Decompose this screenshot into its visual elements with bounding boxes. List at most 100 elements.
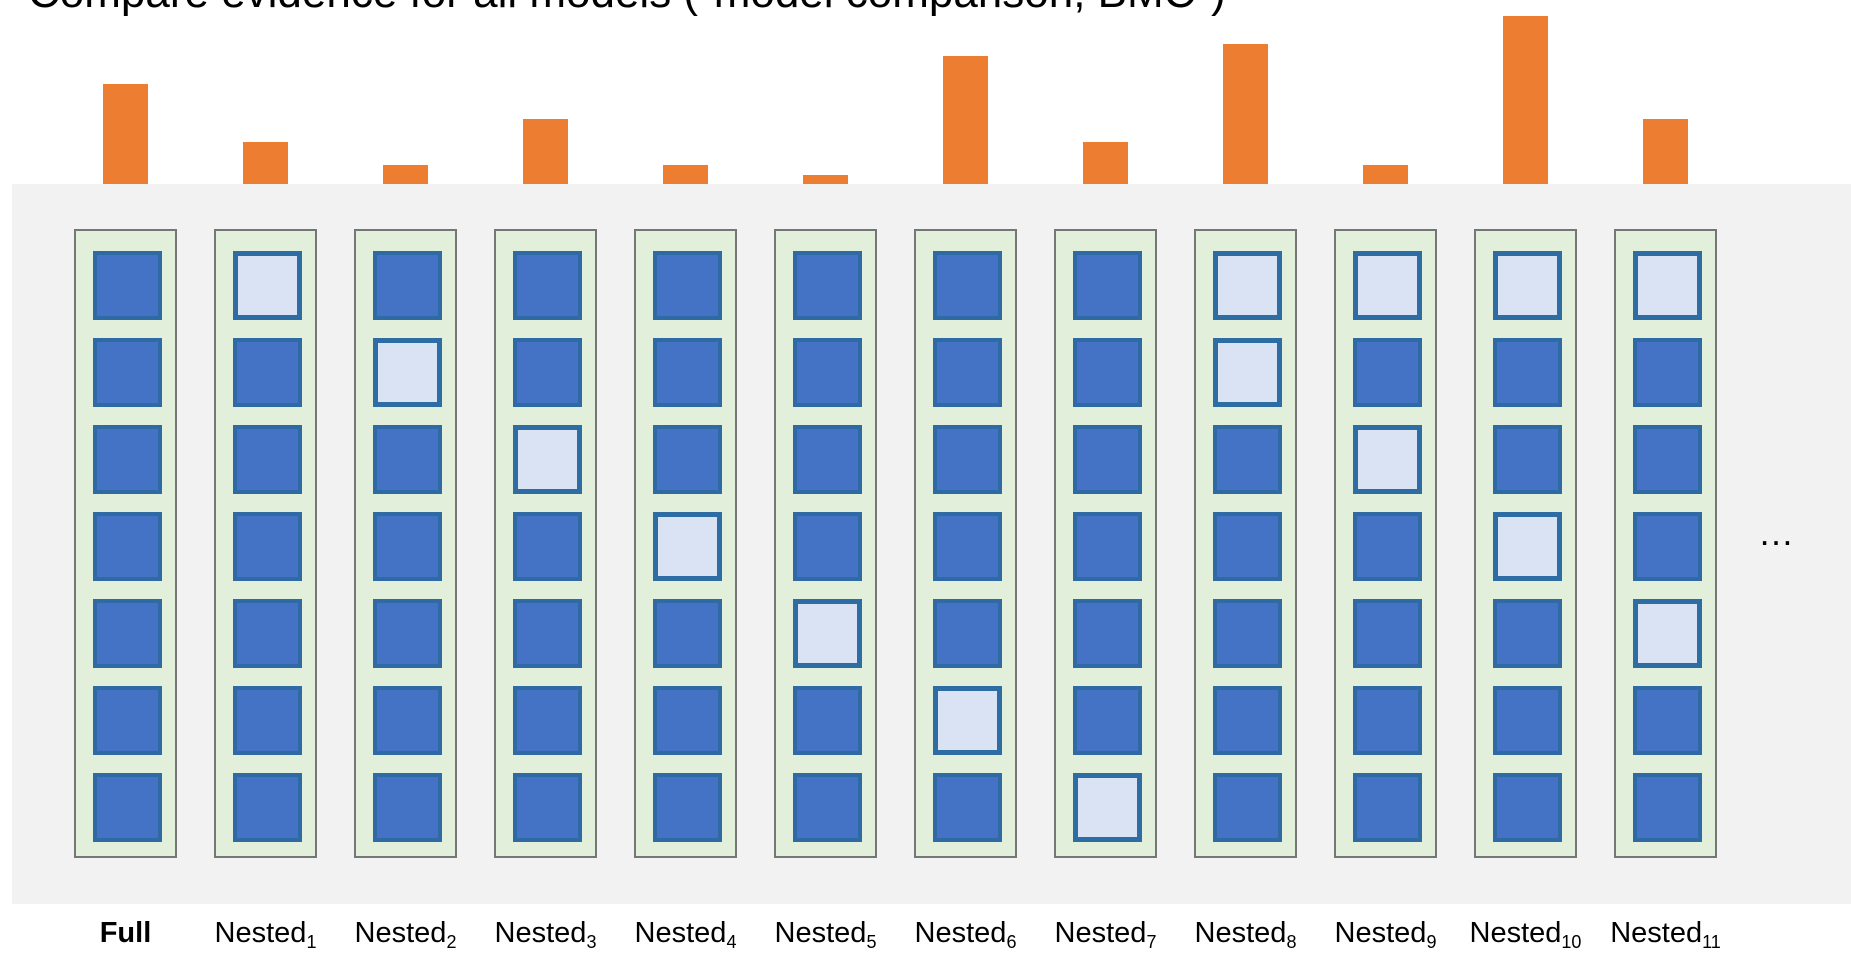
parameter-cell-included bbox=[1633, 425, 1702, 494]
model-label-subscript: 1 bbox=[306, 932, 317, 952]
evidence-bar bbox=[523, 119, 568, 184]
model-label-name: Nested bbox=[1054, 917, 1147, 949]
parameter-cell-included bbox=[373, 599, 442, 668]
parameter-cell-excluded bbox=[933, 686, 1002, 755]
parameter-cell-included bbox=[933, 512, 1002, 581]
model-label-name: Nested bbox=[634, 917, 727, 949]
evidence-bar bbox=[663, 164, 708, 184]
parameter-cell-included bbox=[93, 251, 162, 320]
parameter-cell-included bbox=[513, 338, 582, 407]
parameter-cell-excluded bbox=[1633, 251, 1702, 320]
parameter-cell-included bbox=[93, 599, 162, 668]
model-label-subscript: 4 bbox=[726, 932, 737, 952]
parameter-cell-included bbox=[233, 686, 302, 755]
evidence-bar bbox=[1643, 119, 1688, 184]
parameter-cell-included bbox=[1213, 425, 1282, 494]
parameter-cell-included bbox=[1353, 686, 1422, 755]
parameter-cell-included bbox=[1213, 599, 1282, 668]
evidence-bar bbox=[943, 56, 988, 184]
parameter-cell-included bbox=[653, 773, 722, 842]
model-column bbox=[354, 229, 457, 858]
parameter-cell-included bbox=[1493, 773, 1562, 842]
parameter-cell-included bbox=[93, 686, 162, 755]
evidence-bar bbox=[1503, 16, 1548, 184]
parameter-cell-included bbox=[653, 425, 722, 494]
parameter-cell-included bbox=[933, 251, 1002, 320]
parameter-cell-included bbox=[373, 251, 442, 320]
model-column bbox=[634, 229, 737, 858]
parameter-cell-included bbox=[93, 338, 162, 407]
parameter-cell-included bbox=[793, 251, 862, 320]
model-column bbox=[1054, 229, 1157, 858]
model-label-subscript: 9 bbox=[1426, 932, 1437, 952]
parameter-cell-included bbox=[1493, 599, 1562, 668]
model-label-name: Nested bbox=[214, 917, 307, 949]
parameter-cell-included bbox=[1073, 425, 1142, 494]
parameter-cell-included bbox=[373, 425, 442, 494]
parameter-cell-included bbox=[1073, 599, 1142, 668]
parameter-cell-included bbox=[933, 773, 1002, 842]
parameter-cell-included bbox=[793, 773, 862, 842]
evidence-bar bbox=[383, 164, 428, 184]
parameter-cell-included bbox=[1633, 338, 1702, 407]
model-label: Nested5 bbox=[756, 917, 896, 953]
parameter-cell-included bbox=[233, 599, 302, 668]
model-column bbox=[494, 229, 597, 858]
parameter-cell-included bbox=[793, 512, 862, 581]
parameter-cell-included bbox=[1353, 599, 1422, 668]
model-label-name: Full bbox=[99, 917, 152, 949]
model-column bbox=[1614, 229, 1717, 858]
parameter-cell-excluded bbox=[1493, 251, 1562, 320]
parameter-cell-included bbox=[1353, 512, 1422, 581]
parameter-cell-included bbox=[513, 599, 582, 668]
model-label: Nested3 bbox=[476, 917, 616, 953]
parameter-cell-included bbox=[1633, 686, 1702, 755]
model-label-name: Nested bbox=[1610, 917, 1703, 949]
evidence-bar bbox=[243, 142, 288, 184]
model-label-subscript: 3 bbox=[586, 932, 597, 952]
model-label: Nested6 bbox=[896, 917, 1036, 953]
parameter-cell-included bbox=[653, 251, 722, 320]
evidence-bar bbox=[1223, 44, 1268, 184]
parameter-cell-included bbox=[1073, 686, 1142, 755]
parameter-cell-included bbox=[933, 338, 1002, 407]
parameter-cell-included bbox=[933, 425, 1002, 494]
parameter-cell-included bbox=[1353, 773, 1422, 842]
parameter-cell-excluded bbox=[1353, 425, 1422, 494]
parameter-cell-included bbox=[1633, 512, 1702, 581]
evidence-bar bbox=[803, 175, 848, 184]
parameter-cell-included bbox=[1633, 773, 1702, 842]
model-label: Nested1 bbox=[196, 917, 336, 953]
model-label: Nested11 bbox=[1596, 917, 1736, 953]
evidence-bar bbox=[1363, 164, 1408, 184]
model-label: Nested8 bbox=[1176, 917, 1316, 953]
parameter-cell-included bbox=[513, 686, 582, 755]
model-label: Nested2 bbox=[336, 917, 476, 953]
model-label-name: Nested bbox=[1469, 917, 1562, 949]
parameter-cell-included bbox=[653, 686, 722, 755]
parameter-cell-excluded bbox=[1633, 599, 1702, 668]
parameter-cell-excluded bbox=[233, 251, 302, 320]
model-label-subscript: 5 bbox=[866, 932, 877, 952]
parameter-cell-included bbox=[1353, 338, 1422, 407]
parameter-cell-excluded bbox=[793, 599, 862, 668]
model-label-subscript: 11 bbox=[1702, 932, 1721, 952]
model-label: Nested7 bbox=[1036, 917, 1176, 953]
model-column bbox=[914, 229, 1017, 858]
model-column bbox=[214, 229, 317, 858]
model-label: Nested9 bbox=[1316, 917, 1456, 953]
parameter-cell-included bbox=[513, 512, 582, 581]
model-label-name: Nested bbox=[774, 917, 867, 949]
parameter-cell-excluded bbox=[1353, 251, 1422, 320]
parameter-cell-included bbox=[1073, 338, 1142, 407]
parameter-cell-included bbox=[1073, 251, 1142, 320]
model-label-subscript: 10 bbox=[1561, 932, 1582, 952]
parameter-cell-included bbox=[793, 686, 862, 755]
model-label-name: Nested bbox=[914, 917, 1007, 949]
model-label-name: Nested bbox=[1194, 917, 1287, 949]
evidence-bar bbox=[1083, 142, 1128, 184]
parameter-cell-included bbox=[513, 251, 582, 320]
model-column bbox=[774, 229, 877, 858]
parameter-cell-excluded bbox=[1073, 773, 1142, 842]
parameter-cell-included bbox=[93, 512, 162, 581]
